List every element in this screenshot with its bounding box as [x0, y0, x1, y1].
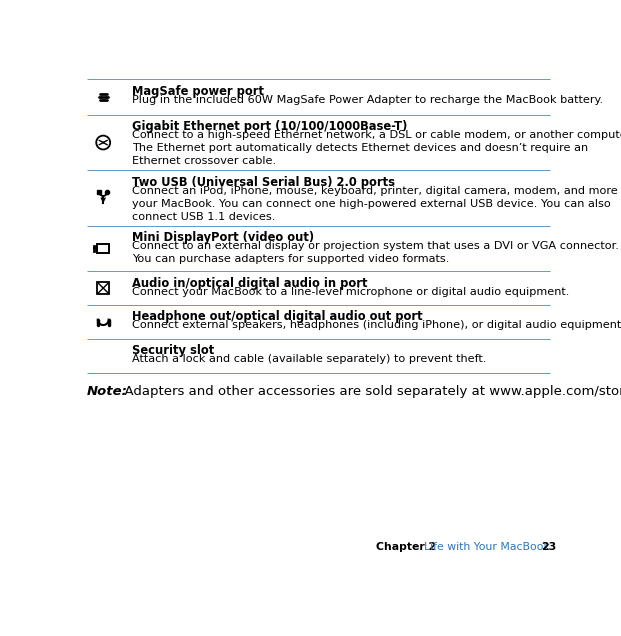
Text: Chapter 2: Chapter 2 — [376, 542, 436, 552]
Text: Life with Your MacBook: Life with Your MacBook — [417, 542, 550, 552]
Text: MagSafe power port: MagSafe power port — [132, 85, 264, 98]
Text: Connect an iPod, iPhone, mouse, keyboard, printer, digital camera, modem, and mo: Connect an iPod, iPhone, mouse, keyboard… — [132, 186, 621, 222]
Text: Plug in the included 60W MagSafe Power Adapter to recharge the MacBook battery.: Plug in the included 60W MagSafe Power A… — [132, 95, 603, 105]
Text: Connect your MacBook to a line-level microphone or digital audio equipment.: Connect your MacBook to a line-level mic… — [132, 287, 569, 296]
Text: Security slot: Security slot — [132, 344, 214, 357]
Text: Mini DisplayPort (video out): Mini DisplayPort (video out) — [132, 231, 314, 244]
Text: Two USB (Universal Serial Bus) 2.0 ports: Two USB (Universal Serial Bus) 2.0 ports — [132, 176, 395, 189]
Text: Note:: Note: — [87, 385, 128, 398]
Bar — [97, 244, 109, 252]
Text: Gigabit Ethernet port (10/100/1000Base-T): Gigabit Ethernet port (10/100/1000Base-T… — [132, 120, 407, 133]
Text: Attach a lock and cable (available separately) to prevent theft.: Attach a lock and cable (available separ… — [132, 354, 486, 364]
Text: 23: 23 — [541, 542, 556, 552]
Text: Connect to a high-speed Ethernet network, a DSL or cable modem, or another compu: Connect to a high-speed Ethernet network… — [132, 130, 621, 166]
Text: Headphone out/optical digital audio out port: Headphone out/optical digital audio out … — [132, 310, 422, 323]
Text: Connect external speakers, headphones (including iPhone), or digital audio equip: Connect external speakers, headphones (i… — [132, 321, 621, 331]
Bar — [97, 282, 109, 294]
Text: Adapters and other accessories are sold separately at www.apple.com/store.: Adapters and other accessories are sold … — [116, 385, 621, 398]
Text: Audio in/optical digital audio in port: Audio in/optical digital audio in port — [132, 277, 368, 289]
Text: Connect to an external display or projection system that uses a DVI or VGA conne: Connect to an external display or projec… — [132, 241, 619, 264]
